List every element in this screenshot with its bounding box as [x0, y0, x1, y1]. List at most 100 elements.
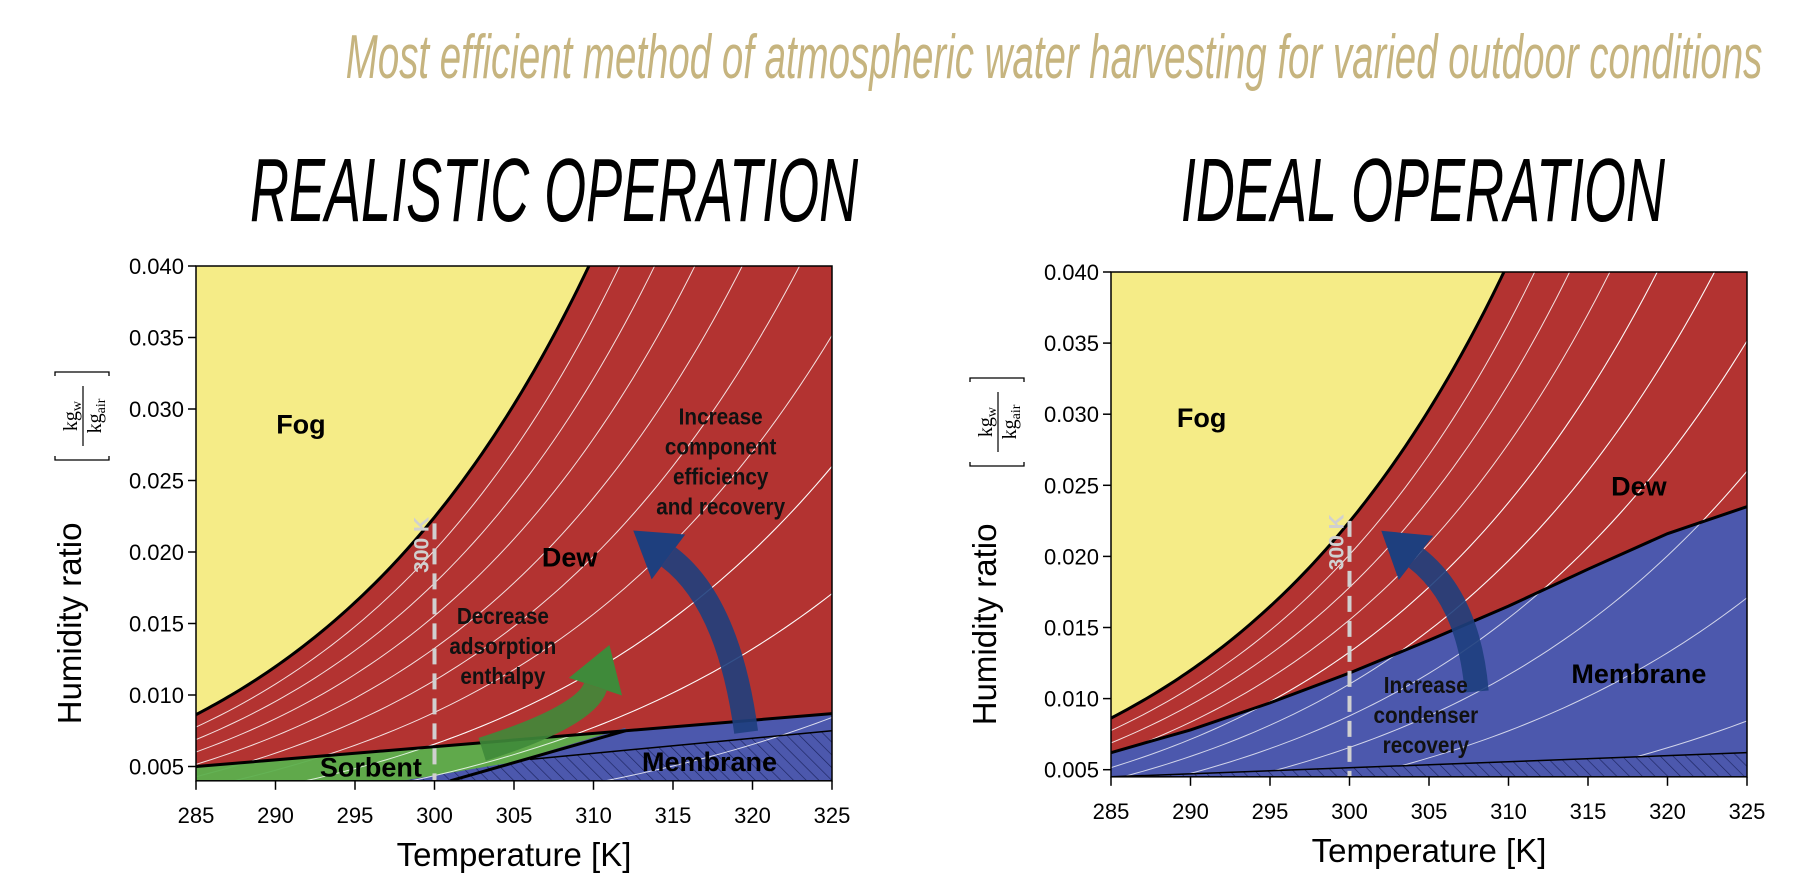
rh-line-overlay	[602, 716, 832, 781]
rh-line	[196, 266, 656, 741]
y-tick-label: 0.030	[129, 397, 184, 422]
unit-brackets	[54, 371, 110, 461]
fog-region	[196, 266, 589, 715]
region-label-fog: Fog	[1177, 403, 1226, 433]
x-axis-label: Temperature [K]	[1312, 832, 1547, 869]
rh-line-overlay	[1552, 720, 1747, 777]
y-tick-label: 0.040	[1044, 260, 1099, 285]
annotation-line: enthalpy	[460, 663, 546, 689]
region-label-dew: Dew	[542, 542, 599, 572]
y-tick-label: 0.015	[129, 612, 184, 637]
green-arrow-shaft	[478, 681, 607, 761]
y-tick-label: 0.005	[129, 755, 184, 780]
unit-numerator: kgw	[975, 406, 1000, 437]
hatch-boundary	[1111, 751, 1747, 777]
annotation-line: component	[665, 433, 777, 459]
annotation-line: Increase	[679, 403, 763, 429]
annotation-line: Decrease	[457, 603, 549, 629]
y-tick-label: 0.020	[129, 540, 184, 565]
region-label-dew: Dew	[1611, 471, 1668, 501]
green-arrow-head	[568, 644, 623, 696]
rh-line-overlay	[1175, 340, 1747, 777]
unit-num-sub: w	[70, 400, 85, 411]
x-tick-label: 325	[814, 803, 851, 828]
marker-300k-label: 300 K	[411, 517, 434, 573]
annotation-line: adsorption	[449, 633, 556, 659]
unit-den-sub: air	[1009, 404, 1024, 419]
x-tick-label: 315	[1570, 799, 1607, 824]
x-tick-label: 290	[257, 803, 294, 828]
x-tick-label: 325	[1729, 799, 1766, 824]
region-label-membrane: Membrane	[1571, 659, 1706, 689]
y-tick-label: 0.030	[1044, 402, 1099, 427]
y-tick-label: 0.025	[1044, 473, 1099, 498]
x-tick-label: 285	[1093, 799, 1130, 824]
x-axis-label: Temperature [K]	[397, 836, 632, 873]
y-tick-label: 0.035	[1044, 331, 1099, 356]
unit-denominator: kgair	[84, 398, 109, 433]
x-tick-label: 300	[1331, 799, 1368, 824]
rh-line-overlay	[1355, 597, 1747, 777]
rh-line	[1111, 272, 1571, 744]
y-tick-label: 0.020	[1044, 544, 1099, 569]
annotation-line: recovery	[1383, 732, 1470, 758]
annotation-line: condenser	[1373, 702, 1478, 728]
x-tick-label: 300	[416, 803, 453, 828]
rh-line	[196, 266, 696, 753]
fog-region	[1111, 272, 1504, 719]
unit-denominator: kgair	[999, 404, 1024, 439]
membrane-hatched-region	[402, 730, 832, 781]
x-tick-label: 310	[1490, 799, 1527, 824]
y-tick-label: 0.005	[1044, 758, 1099, 783]
region-label-membrane: Membrane	[642, 747, 777, 777]
region-label-fog: Fog	[276, 409, 325, 439]
ideal-operation-title: IDEAL OPERATION	[1180, 141, 1666, 241]
realistic-operation-title: REALISTIC OPERATION	[250, 141, 859, 241]
dew-membrane-boundary	[1111, 505, 1747, 755]
y-axis-label: Humidity ratio	[51, 523, 88, 725]
y-tick-label: 0.025	[129, 469, 184, 494]
marker-300k-label: 300 K	[1326, 514, 1349, 570]
rh-line-overlay	[1248, 470, 1747, 777]
annotation-line: and recovery	[656, 493, 786, 519]
unit-num-sub: w	[985, 406, 1000, 417]
hatch-boundary	[529, 730, 832, 761]
rh-line	[196, 266, 743, 765]
x-tick-label: 315	[655, 803, 692, 828]
annotation-line: Increase	[1384, 672, 1468, 698]
unit-brackets	[969, 377, 1025, 467]
x-tick-label: 320	[734, 803, 771, 828]
y-tick-label: 0.035	[129, 326, 184, 351]
x-tick-label: 295	[337, 803, 374, 828]
unit-numerator: kgw	[60, 400, 85, 431]
chart-0: 300 K Fog Dew Sorbent Membrane Decrease adsorp…	[51, 254, 851, 873]
unit-den-sub: air	[94, 398, 109, 413]
rh-line	[1111, 272, 1611, 756]
y-tick-label: 0.010	[129, 683, 184, 708]
x-tick-label: 285	[178, 803, 215, 828]
rh-line	[196, 266, 621, 728]
blue-arrow-shaft	[1408, 548, 1489, 693]
y-tick-label: 0.010	[1044, 687, 1099, 712]
x-tick-label: 305	[496, 803, 533, 828]
y-axis-label: Humidity ratio	[966, 524, 1003, 726]
chart-1: 300 K Fog Dew Membrane Increase condenser reco…	[966, 260, 1766, 869]
region-label-sorbent: Sorbent	[320, 752, 422, 782]
membrane-boundary	[449, 729, 626, 781]
x-tick-label: 295	[1252, 799, 1289, 824]
saturation-curve	[196, 266, 591, 716]
rh-line-overlay	[303, 465, 832, 781]
x-tick-label: 305	[1411, 799, 1448, 824]
plot-area: 300 K Fog Dew Membrane Increase condenser reco…	[1111, 272, 1747, 777]
x-tick-label: 290	[1172, 799, 1209, 824]
blue-arrow-shaft	[660, 547, 759, 734]
blue-arrow-head	[1381, 530, 1434, 580]
y-tick-label: 0.015	[1044, 616, 1099, 641]
x-tick-label: 320	[1649, 799, 1686, 824]
saturation-curve	[1111, 272, 1506, 720]
rh-line	[1111, 272, 1536, 731]
rh-line	[196, 266, 801, 778]
